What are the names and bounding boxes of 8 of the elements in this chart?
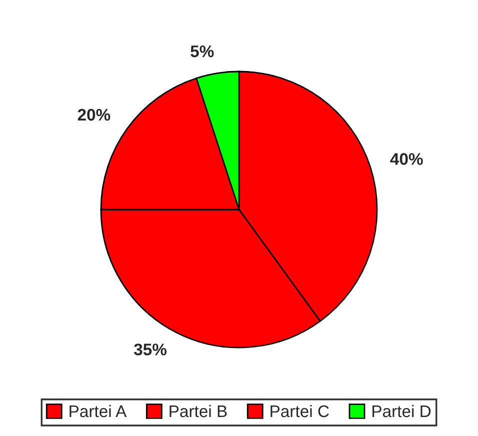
data-label: 35%: [134, 344, 167, 356]
legend-label: Partei A: [70, 404, 127, 418]
data-label: 20%: [78, 108, 110, 121]
legend-label: Partei B: [170, 404, 227, 418]
data-label: 5%: [190, 45, 214, 58]
legend-label: Partei D: [372, 404, 431, 418]
data-label: 40%: [390, 153, 423, 165]
legend-label: Partei C: [270, 404, 329, 418]
